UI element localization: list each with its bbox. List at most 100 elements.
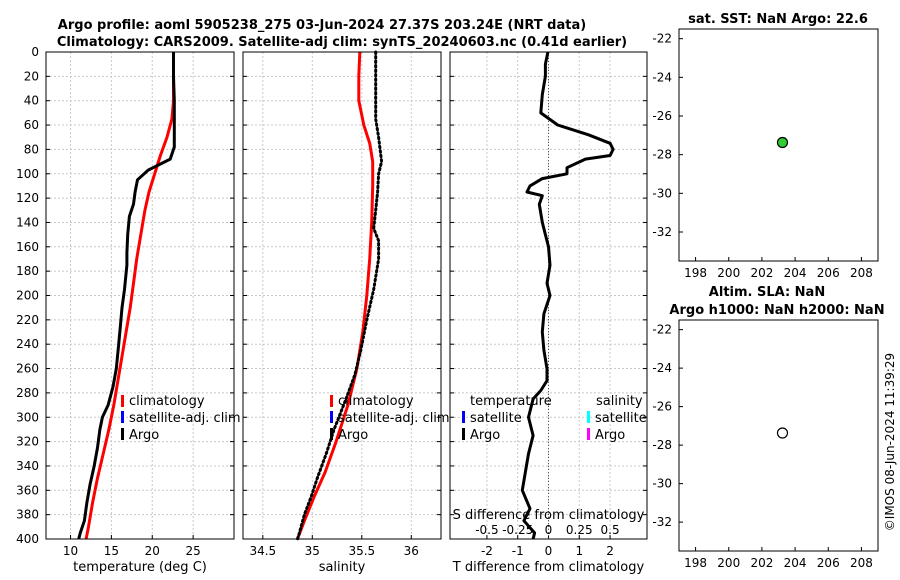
temperature-panel: 0 20 40 60 80 100 120 140 160 180 200 220 240 260 280 3… [16,45,235,575]
x-tick-label: 198 [684,266,707,280]
plot-frame [45,51,235,540]
legend-temperature-heading: temperature [470,394,552,409]
x-axis-label: salinity [319,560,366,575]
legend-swatch-argo [121,428,124,440]
legend-temp-argo: Argo [470,428,500,443]
y-tick-label: 240 [16,337,39,351]
y-tick-label: -26 [652,400,672,414]
y-tick-label: 200 [16,289,39,303]
legend-swatch-sal-argo [587,428,590,440]
sla-map-panel: -22 -24 -26 -28 -30 -32 198 200 202 204 206 208 [652,319,879,570]
y-tick-label: -28 [652,438,672,452]
s-diff-tick-label: 0 [545,523,553,537]
legend-swatch-temp-satellite [462,411,465,423]
y-tick-label: -28 [652,148,672,162]
salinity-legend: climatology satellite-adj. clim Argo [330,394,450,443]
figure-title-line2: Climatology: CARS2009. Satellite-adj cli… [57,35,627,50]
legend-climatology: climatology [338,394,414,409]
y-tick-label: 60 [24,118,39,132]
y-tick-label: 380 [16,508,39,522]
sst-map-panel: -22 -24 -26 -28 -30 -32 198 200 202 204 206 208 [652,28,879,280]
legend-swatch-satellite-adj [330,411,333,423]
y-tick-label: -22 [652,32,672,46]
x-tick-label: 35 [305,544,320,558]
series-line-argo [520,51,615,540]
legend-sal-argo: Argo [595,428,625,443]
sst-map-title: sat. SST: NaN Argo: 22.6 [688,12,868,27]
x-tick-label: 206 [817,556,840,570]
y-tick-label: 360 [16,483,39,497]
y-tick-label: 100 [16,167,39,181]
s-diff-tick-label: -0.25 [502,523,533,537]
y-tick-label: -26 [652,109,672,123]
y-tick-label: -32 [652,225,672,239]
x-tick-label: 208 [850,266,873,280]
difference-legend: temperature satellite Argo salinity sate… [462,394,647,443]
x-tick-label: 200 [717,556,740,570]
legend-argo: Argo [129,428,159,443]
y-tick-label: -32 [652,515,672,529]
legend-satellite-adj: satellite-adj. clim [338,411,450,426]
x-tick-label: 198 [684,556,707,570]
y-tick-label: 180 [16,264,39,278]
y-tick-label: -30 [652,186,672,200]
x-tick-label: -2 [481,544,493,558]
figure-title-line1: Argo profile: aoml 5905238_275 03-Jun-20… [58,18,586,33]
x-tick-label: 34.5 [249,544,276,558]
plot-frame [242,51,442,540]
salinity-panel: 34.5 35 35.5 36 salinity [242,50,442,575]
sla-map-title-line1: Altim. SLA: NaN [709,285,825,300]
y-tick-label: 400 [16,532,39,546]
timestamp-stamp: ©IMOS 08-Jun-2024 11:39:29 [883,353,897,531]
s-diff-tick-label: 0.5 [601,523,620,537]
legend-swatch-temp-argo [462,428,465,440]
x-tick-label: 204 [784,266,807,280]
legend-swatch-climatology [121,395,124,407]
sla-map-title-line2: Argo h1000: NaN h2000: NaN [669,303,884,318]
legend-climatology: climatology [129,394,205,409]
map-frame [678,319,879,552]
s-diff-tick-label: -0.5 [475,523,498,537]
legend-salinity-heading: salinity [596,394,643,409]
x-tick-label: 2 [606,544,614,558]
x-tick-label: 0 [545,544,553,558]
x-tick-label: 200 [717,266,740,280]
y-tick-label: 120 [16,191,39,205]
argo-position-marker [776,427,789,439]
y-tick-label: 340 [16,459,39,473]
series-line-argo [296,50,384,541]
x-tick-label: 204 [784,556,807,570]
y-tick-label: 220 [16,313,39,327]
y-tick-label: 40 [24,94,39,108]
y-tick-label: -24 [652,361,672,375]
s-diff-tick-label: 0.25 [566,523,593,537]
y-tick-label: 280 [16,386,39,400]
argo-position-marker [776,136,789,149]
x-tick-label: 35.5 [348,544,375,558]
x-tick-label: 36 [404,544,419,558]
legend-swatch-satellite-adj [121,411,124,423]
x-tick-label: 202 [750,266,773,280]
plot-frame [449,51,648,540]
legend-argo: Argo [338,428,368,443]
y-tick-label: -30 [652,477,672,491]
x-tick-label: 1 [575,544,583,558]
legend-satellite-adj: satellite-adj. clim [129,411,241,426]
x-tick-label: 206 [817,266,840,280]
y-tick-label: 160 [16,240,39,254]
y-tick-label: 0 [31,45,39,59]
legend-swatch-climatology [330,395,333,407]
y-tick-label: -24 [652,70,672,84]
s-diff-axis-label: S difference from climatology [453,508,645,523]
x-tick-label: 20 [145,544,160,558]
legend-sal-satellite: satellite [595,411,647,426]
temperature-legend: climatology satellite-adj. clim Argo [121,394,241,443]
x-tick-label: 202 [750,556,773,570]
legend-swatch-argo [330,428,333,440]
series-line-argo [77,52,176,540]
y-tick-label: 300 [16,410,39,424]
y-tick-label: 80 [24,142,39,156]
x-axis-label: temperature (deg C) [73,560,207,575]
y-tick-label: -22 [652,323,672,337]
